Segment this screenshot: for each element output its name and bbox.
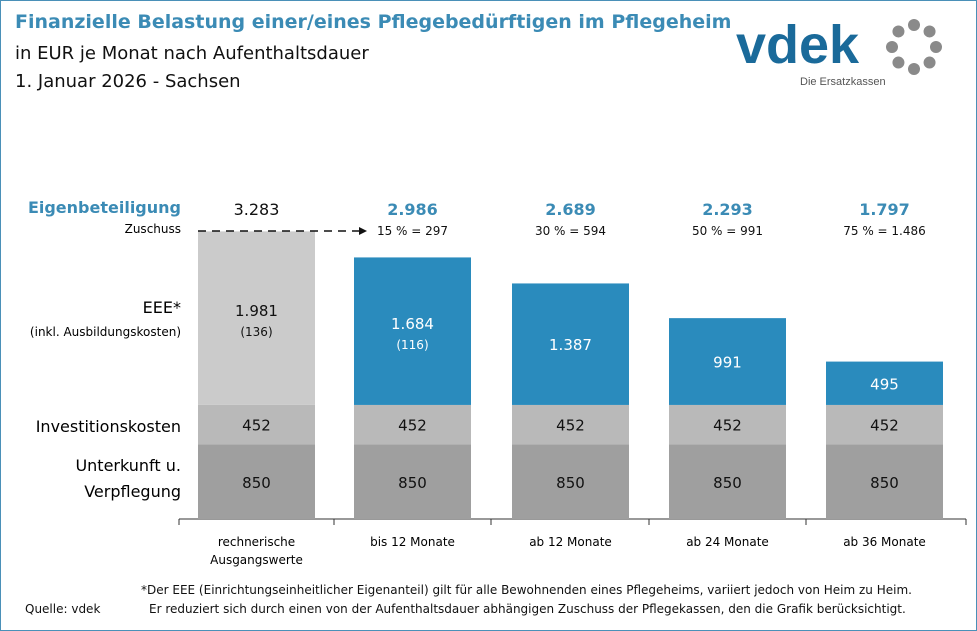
data-label: 991: [713, 354, 742, 372]
data-label: 850: [870, 474, 899, 492]
eigenbeteiligung-value: 2.986: [387, 200, 438, 219]
data-label: 452: [870, 417, 899, 435]
logo-dot: [892, 25, 905, 38]
data-label: 452: [242, 417, 271, 435]
data-label: 452: [556, 417, 585, 435]
eigenbeteiligung-value: 2.293: [702, 200, 753, 219]
bar-segment: [354, 444, 471, 519]
arrow-head: [359, 227, 367, 235]
eigenbeteiligung-value: 1.797: [859, 200, 910, 219]
zuschuss-value: 15 % = 297: [377, 224, 448, 238]
category-label: ab 12 Monate: [529, 535, 612, 549]
row-label-eigenbeteiligung: Eigenbeteiligung: [28, 198, 181, 217]
bar-segment: [669, 444, 786, 519]
logo-dot: [886, 41, 898, 53]
category-label: Ausgangswerte: [210, 553, 303, 567]
logo-dot: [923, 25, 936, 38]
logo-dot: [892, 56, 905, 69]
bar-segment: [354, 257, 471, 405]
row-label-zuschuss: Zuschuss: [125, 222, 181, 236]
bar-segment: [354, 404, 471, 445]
data-label: 850: [242, 474, 271, 492]
data-label: 850: [713, 474, 742, 492]
svg-text:Die Ersatzkassen: Die Ersatzkassen: [800, 76, 886, 88]
row-label-eee: EEE*: [143, 298, 181, 317]
bar-segment: [669, 404, 786, 445]
data-label: 452: [713, 417, 742, 435]
data-label: 452: [398, 417, 427, 435]
logo-dot: [923, 56, 936, 69]
bar-segment: [198, 444, 315, 519]
zuschuss-value: 75 % = 1.486: [843, 224, 926, 238]
zuschuss-value: 30 % = 594: [535, 224, 606, 238]
data-label: 850: [556, 474, 585, 492]
bar-segment: [669, 318, 786, 405]
footnote-line-2: Er reduziert sich durch einen von der Au…: [149, 602, 906, 616]
bar-segment: [826, 361, 943, 405]
data-label: 850: [398, 474, 427, 492]
category-label: rechnerische: [218, 535, 295, 549]
zuschuss-value: 50 % = 991: [692, 224, 763, 238]
logo-dot: [908, 63, 920, 75]
eigenbeteiligung-value: 2.689: [545, 200, 596, 219]
data-label: 1.684: [391, 315, 434, 333]
row-label-invest: Investitionskosten: [36, 417, 181, 436]
row-label-unterkunft: Unterkunft u.: [75, 456, 181, 475]
data-label: 1.387: [549, 336, 592, 354]
footnote-line-1: *Der EEE (Einrichtungseinheitlicher Eige…: [141, 583, 912, 597]
logo-dot: [930, 41, 942, 53]
bar-segment: [826, 404, 943, 445]
category-label: bis 12 Monate: [370, 535, 455, 549]
bar-segment: [512, 404, 629, 445]
chart-date-region: 1. Januar 2026 - Sachsen: [15, 71, 241, 92]
bar-segment: [198, 231, 315, 405]
data-label: 495: [870, 375, 899, 393]
bar-segment: [512, 283, 629, 405]
chart-title: Finanzielle Belastung einer/eines Pflege…: [15, 11, 732, 33]
source-note: Quelle: vdek: [25, 602, 101, 616]
category-label: ab 24 Monate: [686, 535, 769, 549]
svg-text:vdek: vdek: [736, 15, 860, 75]
bar-segment: [512, 444, 629, 519]
data-label: 1.981: [235, 302, 278, 320]
logo-dot: [908, 19, 920, 31]
vdek-logo: vdek Die Ersatzkassen: [736, 15, 942, 88]
row-label-eee-sub: (inkl. Ausbildungskosten): [30, 325, 181, 339]
eigenbeteiligung-value: 3.283: [234, 200, 280, 219]
category-label: ab 36 Monate: [843, 535, 926, 549]
data-sublabel: (116): [396, 338, 428, 352]
row-label-unterkunft: Verpflegung: [84, 482, 181, 501]
chart-subtitle: in EUR je Monat nach Aufenthaltsdauer: [15, 43, 369, 64]
bar-segment: [826, 444, 943, 519]
bar-segment: [198, 404, 315, 445]
data-sublabel: (136): [240, 325, 272, 339]
